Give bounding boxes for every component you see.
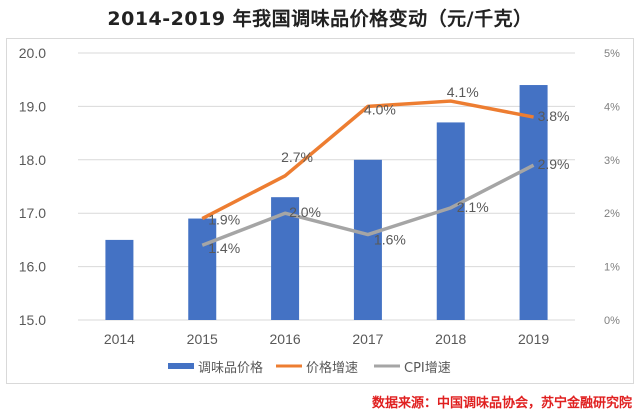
line-cpi-growth	[201, 163, 535, 247]
data-label: 2.7%	[281, 149, 313, 165]
y2-tick-label: 5%	[604, 48, 620, 60]
legend-label: 调味品价格	[198, 360, 263, 376]
x-tick-label: 2015	[187, 331, 218, 347]
y-axis-left: 15.0 16.0 17.0 18.0 19.0 20.0	[19, 45, 46, 328]
bar-2014	[105, 239, 134, 320]
y-tick-label: 19.0	[19, 98, 46, 114]
legend-swatch	[276, 364, 302, 368]
data-label: 1.4%	[208, 240, 240, 256]
data-label: 2.0%	[289, 204, 321, 220]
bar-2015	[188, 218, 217, 320]
y-tick-label: 18.0	[19, 152, 46, 168]
y-axis-right: 0% 1% 2% 3% 4% 5%	[604, 48, 620, 327]
data-label: 3.8%	[538, 108, 570, 124]
data-label: 1.6%	[374, 232, 406, 248]
data-source-note: 数据来源：中国调味品协会，苏宁金融研究院	[371, 396, 632, 411]
x-tick-label: 2019	[518, 331, 549, 347]
y-tick-label: 16.0	[19, 259, 46, 275]
data-label: 4.0%	[364, 101, 396, 117]
y2-tick-label: 1%	[604, 262, 620, 274]
gridlines	[78, 52, 575, 321]
data-label: 2.9%	[538, 156, 570, 172]
chart-title: 2014-2019 年我国调味品价格变动（元/千克）	[107, 8, 533, 30]
y2-tick-label: 4%	[604, 101, 620, 113]
bar-series	[105, 85, 548, 320]
y-tick-label: 17.0	[19, 205, 46, 221]
legend-label: 价格增速	[306, 360, 358, 376]
x-tick-label: 2014	[104, 331, 135, 347]
bar-2017	[353, 159, 382, 320]
y2-tick-label: 2%	[604, 208, 620, 220]
data-label: 1.9%	[208, 212, 240, 228]
y2-tick-label: 3%	[604, 155, 620, 167]
y-tick-label: 15.0	[19, 312, 46, 328]
y-tick-label: 20.0	[19, 45, 46, 61]
y2-tick-label: 0%	[604, 315, 620, 327]
legend-swatch	[168, 363, 194, 369]
legend-label: CPI增速	[404, 361, 451, 376]
x-tick-label: 2016	[270, 331, 301, 347]
line-price-growth	[201, 99, 534, 221]
x-tick-label: 2018	[435, 331, 466, 347]
bar-2019	[519, 85, 548, 320]
legend-swatch	[374, 364, 400, 368]
x-axis: 2014 2015 2016 2017 2018 2019	[104, 331, 550, 347]
line-series: 1.9% 2.7% 4.0% 4.1% 3.8% 1.4% 2.0% 1.6% 2.1% 2.9%	[201, 84, 570, 256]
data-label: 2.1%	[457, 199, 489, 215]
legend: 调味品价格 价格增速 CPI增速	[168, 360, 451, 376]
data-label: 4.1%	[447, 84, 479, 100]
x-tick-label: 2017	[352, 331, 383, 347]
bar-2018	[436, 122, 465, 320]
